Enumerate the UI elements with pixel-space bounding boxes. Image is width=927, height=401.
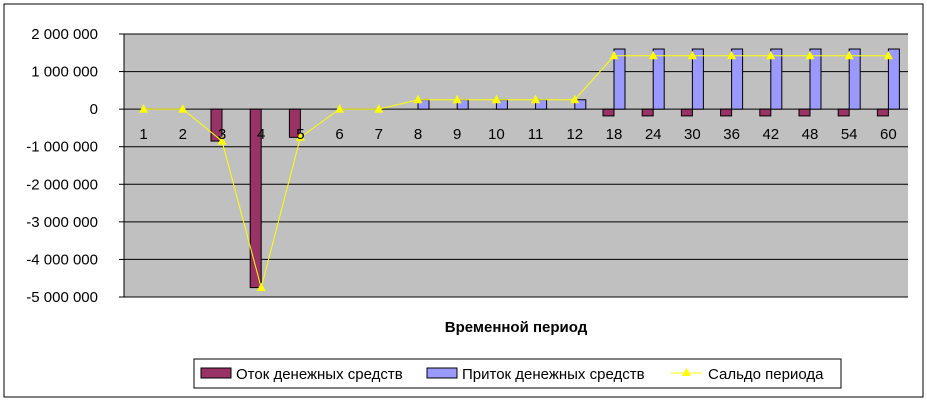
- balance-marker: [766, 50, 776, 60]
- bar-inflow: [809, 48, 822, 110]
- bar-inflow: [613, 48, 626, 110]
- plot-area: [124, 34, 908, 297]
- balance-marker: [531, 94, 541, 104]
- x-tick-label: 11: [528, 126, 544, 143]
- bar-inflow: [731, 48, 744, 110]
- balance-marker: [413, 94, 423, 104]
- balance-marker: [452, 94, 462, 104]
- y-tick-label: -4 000 000: [26, 251, 98, 268]
- y-axis-ticks: 2 000 000 1 000 000 0 -1 000 000 -2 000 000 -…: [26, 26, 124, 306]
- bar-outflow: [720, 108, 733, 117]
- legend-label-outflow: Оток денежных средств: [236, 366, 403, 383]
- x-tick-label: 12: [566, 126, 583, 143]
- y-tick-label: -5 000 000: [26, 289, 98, 306]
- y-tick-label: 1 000 000: [31, 64, 98, 81]
- y-tick-label: -3 000 000: [26, 214, 98, 231]
- balance-marker: [374, 104, 384, 113]
- bar-outflow: [641, 108, 654, 117]
- bar-outflow: [837, 108, 850, 117]
- legend-label-balance: Сальдо периода: [708, 366, 824, 383]
- y-tick-label: -1 000 000: [26, 139, 98, 156]
- balance-marker: [883, 50, 893, 60]
- bar-outflow: [680, 108, 693, 117]
- balance-marker: [570, 94, 580, 104]
- x-tick-label: 42: [762, 126, 779, 143]
- balance-marker: [139, 104, 149, 113]
- bar-inflow: [574, 99, 587, 110]
- balance-marker: [217, 136, 227, 145]
- bar-outflow: [210, 108, 223, 142]
- bar-outflow: [798, 108, 811, 117]
- x-tick-label: 9: [453, 126, 461, 143]
- y-tick-label: 0: [90, 101, 98, 118]
- x-tick-label: 18: [606, 126, 623, 143]
- bar-inflow: [652, 48, 665, 110]
- x-tick-label: 8: [414, 126, 422, 143]
- x-tick-label: 2: [179, 126, 187, 143]
- x-axis-ticks: 1 2 3 4 5 6 7 8 9 10 11 12 18 24 30 36 42 48 54 60: [139, 126, 896, 143]
- x-tick-label: 5: [296, 126, 304, 143]
- bars: [210, 48, 900, 289]
- legend-swatch-balance-marker: [682, 368, 691, 376]
- balance-marker: [256, 282, 266, 292]
- bar-inflow: [848, 48, 861, 110]
- y-tick-label: 2 000 000: [31, 26, 98, 43]
- x-tick-label: 7: [375, 126, 383, 143]
- balance-marker: [609, 50, 619, 60]
- balance-polyline: [143, 55, 889, 290]
- bar-inflow: [887, 48, 900, 110]
- x-tick-label: 10: [488, 126, 505, 143]
- legend-swatch-inflow: [426, 367, 458, 379]
- bar-inflow: [770, 48, 783, 110]
- bar-outflow: [876, 108, 889, 117]
- y-tick-label: -2 000 000: [26, 176, 98, 193]
- legend-swatch-outflow: [200, 367, 232, 379]
- x-tick-label: 60: [880, 126, 897, 143]
- x-tick-label: 30: [684, 126, 701, 143]
- bar-outflow: [288, 108, 301, 138]
- x-tick-label: 48: [802, 126, 819, 143]
- bar-outflow: [759, 108, 772, 117]
- x-tick-label: 4: [257, 126, 265, 143]
- legend-label-inflow: Приток денежных средств: [462, 366, 645, 383]
- legend-box: [193, 358, 842, 389]
- balance-marker: [844, 50, 854, 60]
- bar-inflow: [691, 48, 704, 110]
- balance-marker: [648, 50, 658, 60]
- x-tick-label: 36: [723, 126, 740, 143]
- legend: Оток денежных средств Приток денежных ср…: [193, 358, 842, 389]
- x-tick-label: 54: [841, 126, 858, 143]
- balance-marker: [178, 104, 188, 113]
- balance-line: [139, 50, 893, 292]
- x-tick-label: 6: [335, 126, 343, 143]
- balance-marker: [727, 50, 737, 60]
- balance-marker: [805, 50, 815, 60]
- bar-outflow: [602, 108, 615, 117]
- x-tick-label: 1: [139, 126, 147, 143]
- x-axis-title: Временной период: [445, 319, 588, 336]
- balance-marker: [295, 132, 305, 141]
- x-tick-label: 24: [645, 126, 662, 143]
- bar-outflow: [249, 108, 262, 289]
- balance-marker: [687, 50, 697, 60]
- balance-marker: [335, 104, 345, 113]
- x-tick-label: 3: [218, 126, 226, 143]
- balance-marker: [491, 94, 501, 104]
